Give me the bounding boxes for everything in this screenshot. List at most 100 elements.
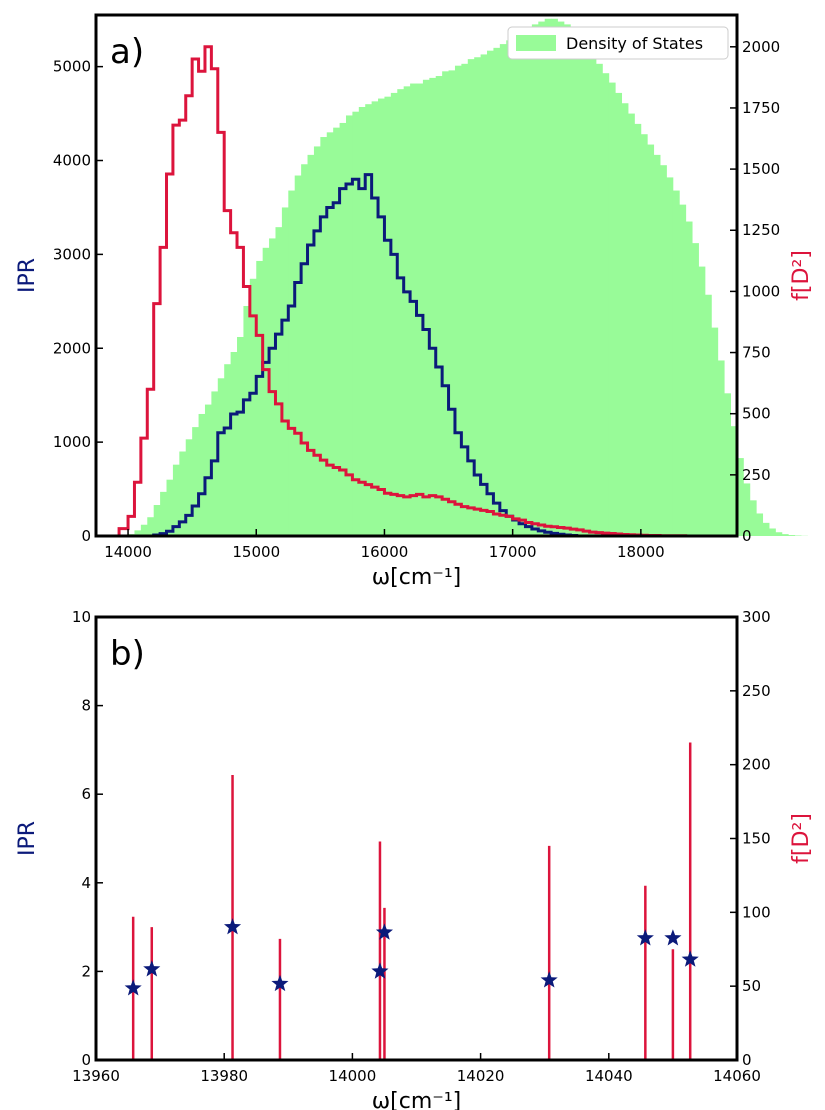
dos-bar — [217, 378, 225, 536]
dos-bar — [384, 96, 392, 536]
dos-bar — [454, 65, 462, 536]
ipr-star-marker — [143, 960, 161, 977]
dos-bar — [365, 104, 373, 537]
ipr-star-marker — [124, 979, 142, 996]
dos-bar — [345, 115, 353, 537]
dos-bar — [730, 426, 738, 536]
panel-b: 13960 13980 14000 14020 14040 140600246810050… — [15, 608, 814, 1110]
x-tick-label-15000: 15000 — [232, 543, 280, 561]
dos-bar — [480, 54, 488, 536]
dos-bar — [762, 522, 770, 536]
y-left-tick-label-0: 0 — [81, 527, 91, 545]
dos-bar — [519, 30, 526, 537]
y-right-tick-label-250: 250 — [742, 466, 771, 484]
dos-bar — [172, 464, 180, 536]
x-tick-label-16000: 16000 — [361, 543, 409, 561]
dos-bar — [442, 71, 449, 536]
dos-bar — [615, 92, 623, 536]
dos-bar — [788, 535, 796, 536]
dos-bar — [204, 404, 212, 536]
legend: Density of States — [507, 26, 729, 60]
y-left-tick-label-0: 0 — [81, 1051, 91, 1069]
x-tick-label-14060: 14060 — [713, 1067, 761, 1085]
dos-bar — [378, 98, 385, 537]
dos-bar — [237, 336, 244, 536]
axis-ticks-b: 13960 13980 14000 14020 14040 140600246810050… — [72, 608, 771, 1085]
dos-bar — [493, 47, 501, 536]
dos-bar — [737, 458, 744, 536]
dos-bar — [467, 59, 475, 536]
legend-box — [507, 26, 729, 60]
y-right-tick-label-1250: 1250 — [742, 221, 780, 239]
dos-bar — [140, 524, 148, 536]
y-left-tick-label-10: 10 — [72, 608, 91, 626]
y-right-tick-label-200: 200 — [742, 756, 771, 774]
dos-bar — [275, 227, 283, 536]
dos-bar — [256, 260, 264, 536]
dos-bar — [211, 391, 219, 536]
y-right-tick-label-0: 0 — [742, 1051, 752, 1069]
dos-bar — [185, 439, 193, 536]
x-tick-label-14000: 14000 — [329, 1067, 377, 1085]
ipr-star-marker — [681, 950, 699, 967]
dos-bar — [313, 146, 321, 537]
dos-bar — [653, 154, 661, 536]
dos-bar — [448, 70, 456, 536]
dos-bar — [775, 532, 783, 536]
dos-bar — [628, 113, 635, 536]
y-axis-label-left-a: IPR — [15, 258, 40, 293]
dos-bar — [743, 483, 751, 536]
dos-bar — [781, 534, 789, 536]
dos-bar — [672, 190, 680, 537]
y-axis-label-left-b: IPR — [15, 821, 40, 856]
dos-bar — [640, 134, 648, 536]
ipr-star-marker — [540, 971, 558, 988]
dos-bar — [320, 137, 328, 536]
y-right-tick-label-100: 100 — [742, 903, 771, 921]
y-left-tick-label-1000: 1000 — [53, 433, 91, 451]
y-right-tick-label-1750: 1750 — [742, 99, 780, 117]
dos-bar — [301, 164, 308, 536]
dos-bar — [224, 364, 232, 536]
y-right-tick-label-250: 250 — [742, 682, 771, 700]
dos-bar — [666, 177, 674, 536]
dos-bar — [538, 21, 546, 537]
x-tick-label-14000: 14000 — [104, 543, 152, 561]
x-axis-label-a: ω[cm⁻¹] — [372, 565, 462, 590]
dos-bar — [326, 132, 334, 536]
dos-bar — [557, 21, 565, 537]
dos-bar — [531, 24, 539, 536]
dos-bar — [679, 204, 687, 536]
plot-frame-a — [94, 13, 739, 538]
dos-bar — [608, 82, 616, 537]
axis-ticks-a: 14000 15000 16000 17000 18000010002000300040… — [53, 38, 780, 561]
dos-bar — [506, 40, 514, 536]
dos-bar — [281, 207, 289, 536]
dos-bar — [262, 247, 270, 537]
dos-bar — [756, 513, 764, 536]
dos-bar — [410, 83, 417, 537]
oscillator-strength-line — [117, 45, 725, 538]
x-tick-label-14020: 14020 — [457, 1067, 505, 1085]
panel-label-a: a) — [110, 32, 144, 72]
dos-bar — [333, 127, 340, 536]
ipr-star-markers — [124, 918, 699, 996]
dos-bar — [551, 18, 558, 537]
dos-bar — [422, 79, 430, 536]
dos-bar — [634, 123, 642, 537]
dos-bar — [192, 427, 199, 536]
ipr-star-marker — [664, 929, 682, 946]
dos-bar — [499, 44, 507, 537]
legend-label-dos: Density of States — [566, 34, 703, 53]
y-right-tick-label-2000: 2000 — [742, 38, 780, 56]
y-right-tick-label-500: 500 — [742, 405, 771, 423]
dos-bar — [179, 451, 187, 536]
dos-bar — [660, 165, 667, 537]
y-left-tick-label-6: 6 — [81, 785, 91, 803]
y-right-tick-label-1500: 1500 — [742, 160, 780, 178]
dos-bar — [474, 57, 481, 536]
dos-bar — [724, 393, 731, 536]
dos-bar — [288, 190, 296, 537]
dos-bar — [249, 278, 257, 536]
x-tick-label-17000: 17000 — [489, 543, 537, 561]
